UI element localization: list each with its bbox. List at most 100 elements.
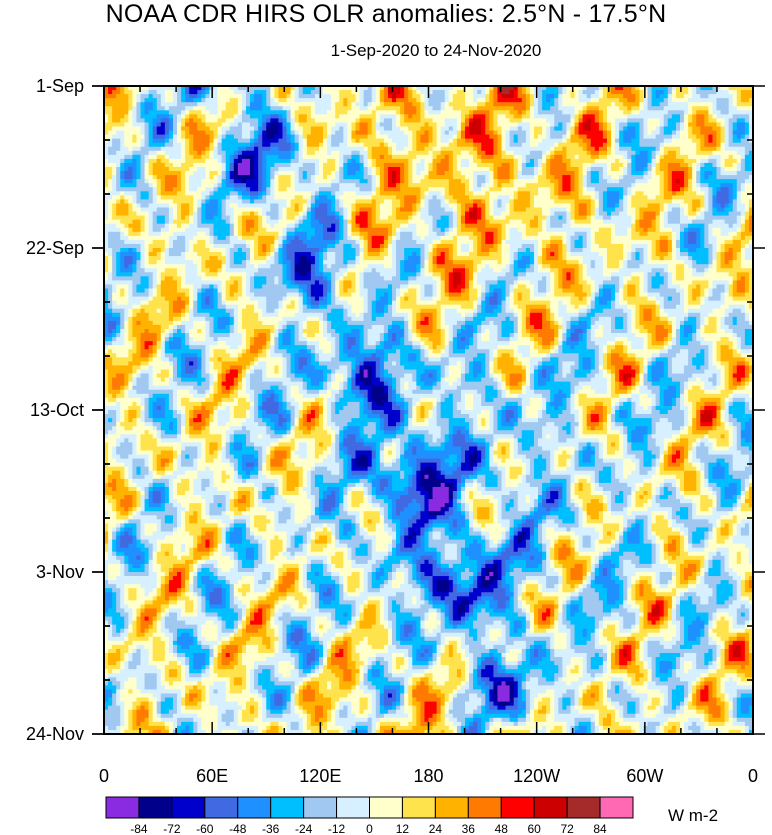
- field-cell: [132, 142, 138, 148]
- field-cell: [185, 146, 190, 152]
- field-cell: [594, 98, 600, 103]
- field-cell: [197, 86, 202, 91]
- field-cell: [688, 122, 693, 128]
- field-cell: [667, 90, 673, 95]
- field-cell: [521, 138, 527, 144]
- field-cell: [602, 175, 608, 180]
- field-cell: [205, 98, 211, 103]
- field-cell: [744, 94, 750, 99]
- field-cell: [104, 130, 109, 136]
- field-cell: [566, 86, 572, 91]
- field-cell: [156, 199, 162, 205]
- field-cell: [331, 167, 336, 172]
- field-cell: [331, 118, 336, 124]
- field-cell: [659, 114, 665, 119]
- field-cell: [513, 134, 519, 140]
- field-cell: [692, 138, 697, 144]
- field-cell: [383, 167, 389, 172]
- field-cell: [396, 175, 401, 180]
- field-cell: [671, 162, 677, 168]
- field-cell: [164, 167, 170, 172]
- field-cell: [323, 118, 328, 124]
- field-cell: [679, 118, 685, 124]
- field-cell: [355, 106, 361, 111]
- field-cell: [558, 199, 563, 205]
- field-cell: [172, 175, 178, 180]
- field-cell: [396, 90, 401, 95]
- field-cell: [542, 158, 547, 164]
- field-cell: [408, 146, 413, 152]
- field-cell: [708, 167, 714, 172]
- field-cell: [736, 183, 742, 188]
- field-cell: [631, 207, 636, 213]
- field-cell: [688, 199, 693, 205]
- field-cell: [481, 179, 486, 184]
- field-cell: [619, 207, 624, 213]
- field-cell: [274, 203, 280, 209]
- field-cell: [550, 167, 555, 172]
- field-cell: [286, 207, 292, 213]
- field-cell: [217, 114, 223, 119]
- field-cell: [493, 175, 499, 180]
- field-cell: [136, 154, 142, 160]
- field-cell: [241, 175, 247, 180]
- field-cell: [383, 102, 389, 107]
- field-cell: [440, 90, 446, 95]
- field-cell: [400, 118, 405, 124]
- field-cell: [282, 195, 288, 200]
- field-cell: [160, 130, 166, 136]
- field-cell: [229, 138, 235, 144]
- field-cell: [627, 199, 632, 205]
- field-cell: [659, 207, 665, 213]
- field-cell: [396, 138, 401, 144]
- field-cell: [744, 106, 750, 111]
- field-cell: [627, 114, 632, 119]
- field-cell: [144, 179, 150, 184]
- field-cell: [542, 86, 547, 91]
- field-cell: [594, 150, 600, 156]
- field-cell: [148, 195, 154, 200]
- field-cell: [205, 126, 211, 132]
- field-cell: [132, 126, 138, 132]
- field-cell: [205, 146, 211, 152]
- field-cell: [213, 146, 219, 152]
- field-cell: [181, 195, 186, 200]
- field-cell: [156, 146, 162, 152]
- field-cell: [339, 146, 344, 152]
- field-cell: [748, 171, 753, 176]
- field-cell: [124, 138, 129, 144]
- field-cell: [627, 134, 632, 140]
- field-cell: [708, 207, 714, 213]
- field-cell: [513, 142, 519, 148]
- field-cell: [136, 211, 142, 217]
- field-cell: [351, 130, 357, 136]
- field-cell: [497, 199, 503, 205]
- field-cell: [432, 106, 438, 111]
- field-cell: [367, 118, 373, 124]
- field-cell: [712, 207, 718, 213]
- field-cell: [331, 134, 336, 140]
- field-cell: [278, 142, 284, 148]
- field-cell: [331, 207, 336, 213]
- field-cell: [367, 207, 373, 213]
- field-cell: [327, 175, 332, 180]
- field-cell: [574, 118, 580, 124]
- field-cell: [684, 162, 689, 168]
- field-cell: [367, 179, 373, 184]
- field-cell: [124, 179, 129, 184]
- field-cell: [497, 134, 503, 140]
- field-cell: [558, 154, 563, 160]
- field-cell: [436, 207, 442, 213]
- field-cell: [351, 86, 357, 91]
- field-cell: [205, 187, 211, 192]
- field-cell: [379, 102, 385, 107]
- field-cell: [671, 134, 677, 140]
- field-cell: [647, 106, 653, 111]
- field-cell: [144, 195, 150, 200]
- field-cell: [440, 142, 446, 148]
- field-cell: [542, 126, 547, 132]
- field-cell: [477, 203, 482, 209]
- field-cell: [233, 158, 239, 164]
- field-cell: [266, 134, 271, 140]
- field-cell: [229, 110, 235, 115]
